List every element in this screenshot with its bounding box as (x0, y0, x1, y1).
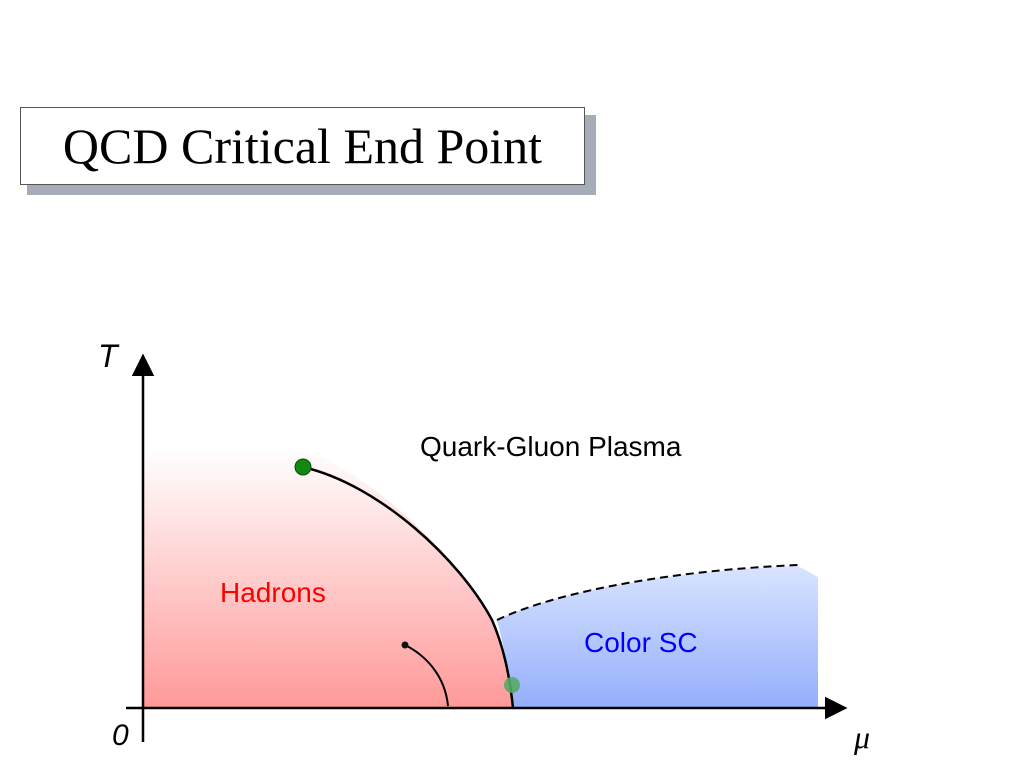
color-sc-boundary-dashed (496, 564, 799, 621)
critical-end-point (294, 458, 312, 476)
liquid-gas-endpoint (401, 641, 409, 649)
phase-boundary-line (302, 465, 515, 709)
liquid-gas-line (404, 644, 449, 707)
color-sc-label: Color SC (584, 627, 698, 658)
slide-title: QCD Critical End Point (62, 118, 543, 174)
mu-axis-label: μ (853, 719, 870, 755)
qgp-label: Quark-Gluon Plasma (420, 431, 682, 462)
title-box: QCD Critical End Point (20, 107, 585, 185)
origin-label: 0 (112, 719, 129, 752)
t-axis-label: T (98, 338, 120, 374)
hadrons-region (143, 448, 513, 708)
color-sc-region (497, 566, 818, 708)
low-temperature-critical-point (504, 677, 520, 693)
hadrons-label: Hadrons (220, 577, 326, 608)
